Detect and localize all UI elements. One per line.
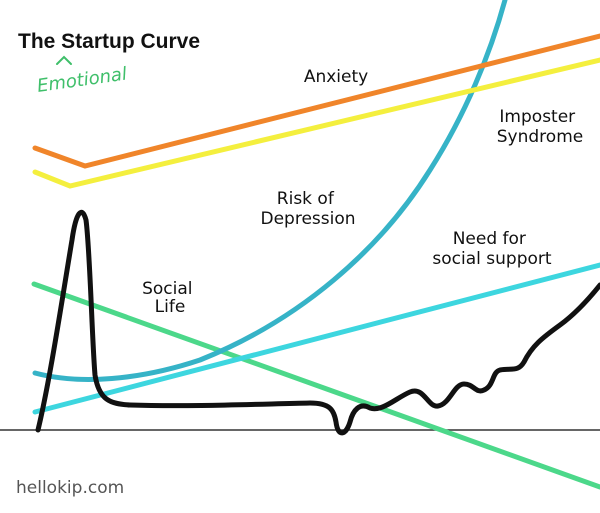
label-need-for-social-support: Need for social support	[432, 229, 551, 269]
chart-title: The Startup Curve	[18, 30, 200, 53]
label-imposter-syndrome: Imposter Syndrome	[497, 107, 583, 147]
series-line-imposter-syndrome	[32, 57, 600, 189]
footer-credit: hellokip.com	[16, 478, 124, 498]
label-risk-of-depression: Risk of Depression	[260, 189, 355, 229]
caret-mark	[56, 55, 72, 65]
series-line-risk-of-depression	[32, 0, 508, 382]
label-social-life: Social Life	[142, 279, 198, 317]
series-line-need-for-social-support	[32, 262, 600, 415]
series-line-anxiety	[32, 33, 600, 169]
emotional-annotation: Emotional	[36, 64, 128, 97]
label-anxiety: Anxiety	[304, 67, 368, 87]
series-line-social-life	[31, 281, 600, 490]
series-line-startup-curve	[35, 209, 600, 436]
